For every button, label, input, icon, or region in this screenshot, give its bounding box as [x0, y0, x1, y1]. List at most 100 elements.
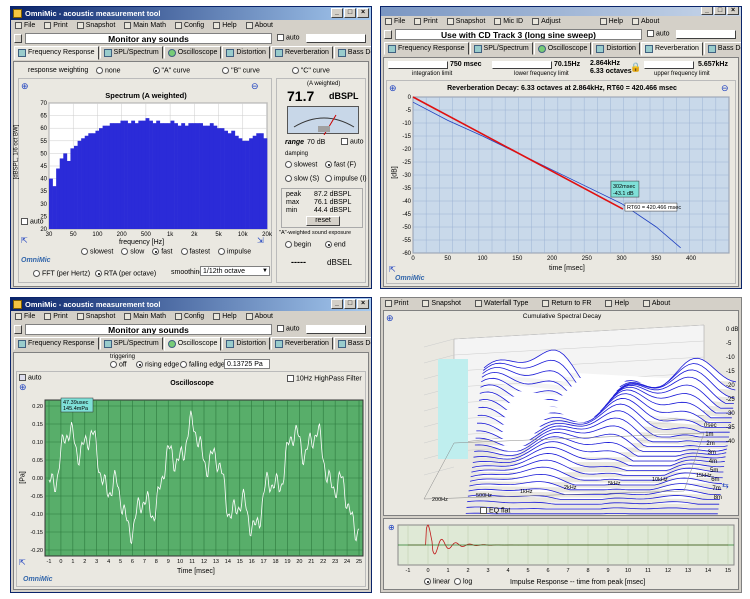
auto-checkbox[interactable]: auto [277, 34, 300, 41]
auto-scale-checkbox[interactable]: auto [21, 218, 44, 225]
trigger-level-input[interactable]: 0.13725 Pa [224, 359, 270, 369]
tab-distortion[interactable]: Distortion [592, 42, 640, 55]
maximize-button[interactable]: □ [344, 8, 356, 18]
menu-about[interactable]: About [245, 311, 273, 322]
tab-spl-spectrum[interactable]: SPL/Spectrum [469, 42, 533, 55]
weighting-b[interactable]: "B" curve [222, 67, 260, 74]
menu-print[interactable]: Print [414, 16, 438, 27]
damping-slow[interactable]: slow (S) [285, 175, 319, 182]
end-radio[interactable]: end [325, 241, 346, 248]
tab-spl-spectrum[interactable]: SPL/Spectrum [99, 337, 163, 350]
title-bar[interactable]: OmniMic - acoustic measurement tool _ □ … [11, 7, 371, 20]
menu-help[interactable]: Help [213, 311, 237, 322]
zoom-plus-icon[interactable]: ⊕ [386, 313, 394, 323]
menu-about[interactable]: About [642, 298, 670, 309]
menu-help[interactable]: Help [213, 20, 237, 31]
damping-impulse[interactable]: impulse (I) [325, 175, 367, 182]
tab-oscilloscope[interactable]: Oscilloscope [163, 337, 222, 351]
zoom-plus-icon[interactable]: ⊕ [388, 523, 395, 532]
menu-file[interactable]: File [385, 16, 405, 27]
zoom-plus-icon[interactable]: ⊕ [21, 81, 29, 91]
eq-flat-checkbox[interactable]: EQ flat [480, 507, 510, 514]
tab-bass-decay[interactable]: Bass Decay [333, 46, 371, 59]
speed-impulse[interactable]: impulse [218, 248, 251, 255]
tab-spl-spectrum[interactable]: SPL/Spectrum [99, 46, 163, 59]
tab-bass-decay[interactable]: Bass Decay [703, 42, 741, 55]
menu-help[interactable]: Help [599, 16, 623, 27]
menu-main-math[interactable]: Main Math [124, 20, 166, 31]
menu-adjust[interactable]: Adjust [532, 16, 561, 27]
menu-about[interactable]: About [245, 20, 273, 31]
close-button[interactable]: × [727, 7, 739, 15]
menu-mic-id[interactable]: Mic ID [494, 16, 523, 27]
speed-fastest[interactable]: fastest [180, 248, 210, 255]
tab-reverberation[interactable]: Reverberation [270, 46, 333, 59]
speed-fast[interactable]: fast [152, 248, 173, 255]
menu-config[interactable]: Config [174, 311, 204, 322]
close-button[interactable]: × [357, 299, 369, 309]
auto-checkbox[interactable]: auto [277, 325, 300, 332]
rta-radio[interactable]: RTA (per octave) [95, 270, 156, 277]
menu-return-to-fr[interactable]: Return to FR [542, 298, 591, 309]
menu-snapshot[interactable]: Snapshot [76, 311, 115, 322]
source-slider-right[interactable] [306, 325, 366, 334]
minimize-button[interactable]: _ [701, 7, 713, 15]
weighting-c[interactable]: "C" curve [291, 67, 330, 74]
tab-frequency-response[interactable]: Frequency Response [384, 42, 469, 55]
source-selector[interactable]: Monitor any sounds [25, 324, 272, 335]
menu-waterfall-type[interactable]: Waterfall Type [475, 298, 528, 309]
arrow-icon-right[interactable]: ⇲ [257, 236, 264, 245]
title-bar[interactable]: _ □ × [381, 7, 741, 16]
range-value[interactable]: 70 dB [307, 139, 326, 146]
menu-about[interactable]: About [632, 16, 659, 27]
upper-freq-slider[interactable] [644, 61, 694, 69]
speed-slowest[interactable]: slowest [81, 248, 113, 255]
tab-reverberation[interactable]: Reverberation [640, 42, 703, 56]
begin-radio[interactable]: begin [285, 241, 311, 248]
auto-checkbox[interactable]: auto [647, 30, 670, 37]
menu-snapshot[interactable]: Snapshot [422, 298, 461, 309]
menu-file[interactable]: File [15, 20, 35, 31]
auto-scale-checkbox[interactable]: auto [19, 374, 42, 381]
log-radio[interactable]: log [454, 578, 472, 585]
menu-print[interactable]: Print [44, 20, 68, 31]
close-button[interactable]: × [357, 8, 369, 18]
highpass-checkbox[interactable]: 10Hz HighPass Filter [287, 375, 362, 382]
linear-radio[interactable]: linear [424, 578, 450, 585]
source-slider-left[interactable] [384, 30, 392, 39]
title-bar[interactable]: OmniMic - acoustic measurement tool _ □ … [11, 298, 371, 311]
tab-reverberation[interactable]: Reverberation [270, 337, 333, 350]
fft-radio[interactable]: FFT (per Hertz) [33, 270, 90, 277]
menu-snapshot[interactable]: Snapshot [76, 20, 115, 31]
menu-config[interactable]: Config [174, 20, 204, 31]
tab-frequency-response[interactable]: Frequency Response [14, 337, 99, 350]
trigger-rising[interactable]: rising edge [136, 361, 179, 368]
source-slider-left[interactable] [14, 325, 22, 334]
rotate-icon[interactable]: ⇆ [722, 481, 729, 490]
zoom-minus-icon[interactable]: ⊖ [721, 83, 729, 93]
tab-bass-decay[interactable]: Bass Decay [333, 337, 371, 350]
zoom-minus-icon[interactable]: ⊖ [251, 81, 259, 91]
source-selector[interactable]: Use with CD Track 3 (long sine sweep) [395, 29, 642, 40]
integration-slider[interactable] [388, 61, 448, 69]
minimize-button[interactable]: _ [331, 8, 343, 18]
minimize-button[interactable]: _ [331, 299, 343, 309]
zoom-plus-icon[interactable]: ⊕ [389, 83, 397, 93]
trigger-off[interactable]: off [110, 361, 127, 368]
menu-print[interactable]: Print [44, 311, 68, 322]
maximize-button[interactable]: □ [344, 299, 356, 309]
tab-distortion[interactable]: Distortion [222, 46, 270, 59]
arrow-icon[interactable]: ⇱ [389, 265, 396, 274]
speed-slow[interactable]: slow [121, 248, 144, 255]
menu-file[interactable]: File [15, 311, 35, 322]
lock-icon[interactable]: 🔒 [630, 62, 642, 72]
tab-oscilloscope[interactable]: Oscilloscope [533, 42, 592, 55]
tab-frequency-response[interactable]: Frequency Response [14, 46, 99, 60]
source-selector[interactable]: Monitor any sounds [25, 33, 272, 44]
menu-print[interactable]: Print [385, 298, 408, 309]
tab-oscilloscope[interactable]: Oscilloscope [163, 46, 222, 59]
weighting-a[interactable]: "A" curve [152, 67, 190, 74]
source-slider-right[interactable] [676, 30, 736, 39]
damping-fast[interactable]: fast (F) [325, 161, 356, 168]
menu-main-math[interactable]: Main Math [124, 311, 166, 322]
